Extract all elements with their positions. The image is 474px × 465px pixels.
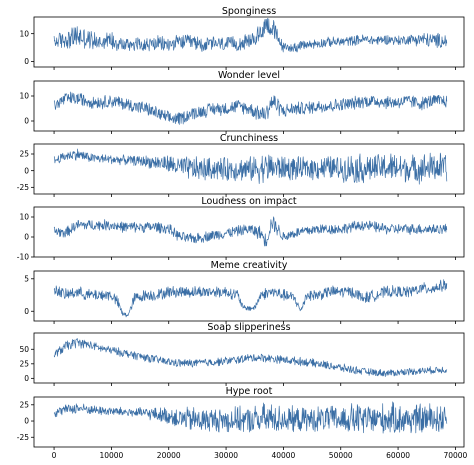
x-tick-label: 20000 xyxy=(157,451,181,460)
subplot-4: Loudness on impact -10 0 10 xyxy=(17,196,465,262)
y-tick-label: 50 xyxy=(19,345,29,354)
axes-frame xyxy=(33,16,465,68)
y-tick-label: 0 xyxy=(24,374,29,383)
y-tick-label: 0 xyxy=(24,417,29,426)
y-tick-label: 25 xyxy=(19,400,29,409)
y-tick-label: 0 xyxy=(24,117,29,126)
axes-frame xyxy=(33,143,465,195)
subplot-3: Crunchiness -25 0 25 xyxy=(17,133,465,197)
series-line xyxy=(53,91,448,125)
y-tick-label: 0 xyxy=(24,57,29,66)
x-tick-label: 10000 xyxy=(99,451,123,460)
series-line xyxy=(53,401,448,434)
y-tick-label: 10 xyxy=(19,92,29,101)
y-tick-label: 5 xyxy=(24,274,29,283)
subplot-title: Wonder level xyxy=(218,70,280,81)
y-tick-label: 0 xyxy=(24,166,29,175)
subplot-title: Soap slipperiness xyxy=(207,322,290,333)
y-tick-label: 10 xyxy=(19,213,29,222)
subplot-title: Crunchiness xyxy=(220,133,278,144)
y-tick-label: 0 xyxy=(24,233,29,242)
axes-frame xyxy=(33,270,465,322)
axes-frame xyxy=(33,332,465,384)
x-tick-label: 50000 xyxy=(329,451,353,460)
subplot-title: Loudness on impact xyxy=(201,196,297,207)
axes-frame xyxy=(33,396,465,448)
series-line xyxy=(53,17,448,53)
series-line xyxy=(53,279,448,318)
y-tick-label: 25 xyxy=(19,360,29,369)
subplot-2: Wonder level 0 10 xyxy=(19,70,465,134)
x-tick-label: 40000 xyxy=(271,451,295,460)
subplot-title: Meme creativity xyxy=(211,260,288,271)
axes-frame xyxy=(33,206,465,258)
subplot-title: Hype root xyxy=(226,386,273,397)
series-line xyxy=(53,148,448,185)
y-tick-label: 25 xyxy=(19,150,29,159)
subplot-6: Soap slipperiness 0 25 50 xyxy=(19,322,465,386)
y-tick-label: -10 xyxy=(17,253,29,262)
series-line xyxy=(53,338,448,377)
x-tick-label: 60000 xyxy=(386,451,410,460)
subplot-5: Meme creativity 0 5 xyxy=(24,260,465,324)
subplot-7: Hype root -25 0 25 0 10000 20000 30000 40000 5000… xyxy=(17,386,468,460)
y-tick-label: 0 xyxy=(24,307,29,316)
y-tick-label: 10 xyxy=(19,29,29,38)
y-tick-label: -25 xyxy=(17,183,29,192)
subplot-1: Sponginess 0 10 xyxy=(19,6,465,70)
x-tick-label: 30000 xyxy=(214,451,238,460)
x-tick-label: 70000 xyxy=(443,451,467,460)
series-line xyxy=(53,216,448,247)
y-tick-label: -25 xyxy=(17,433,29,442)
x-tick-label: 0 xyxy=(52,451,57,460)
subplot-title: Sponginess xyxy=(222,6,276,17)
axes-frame xyxy=(33,80,465,132)
